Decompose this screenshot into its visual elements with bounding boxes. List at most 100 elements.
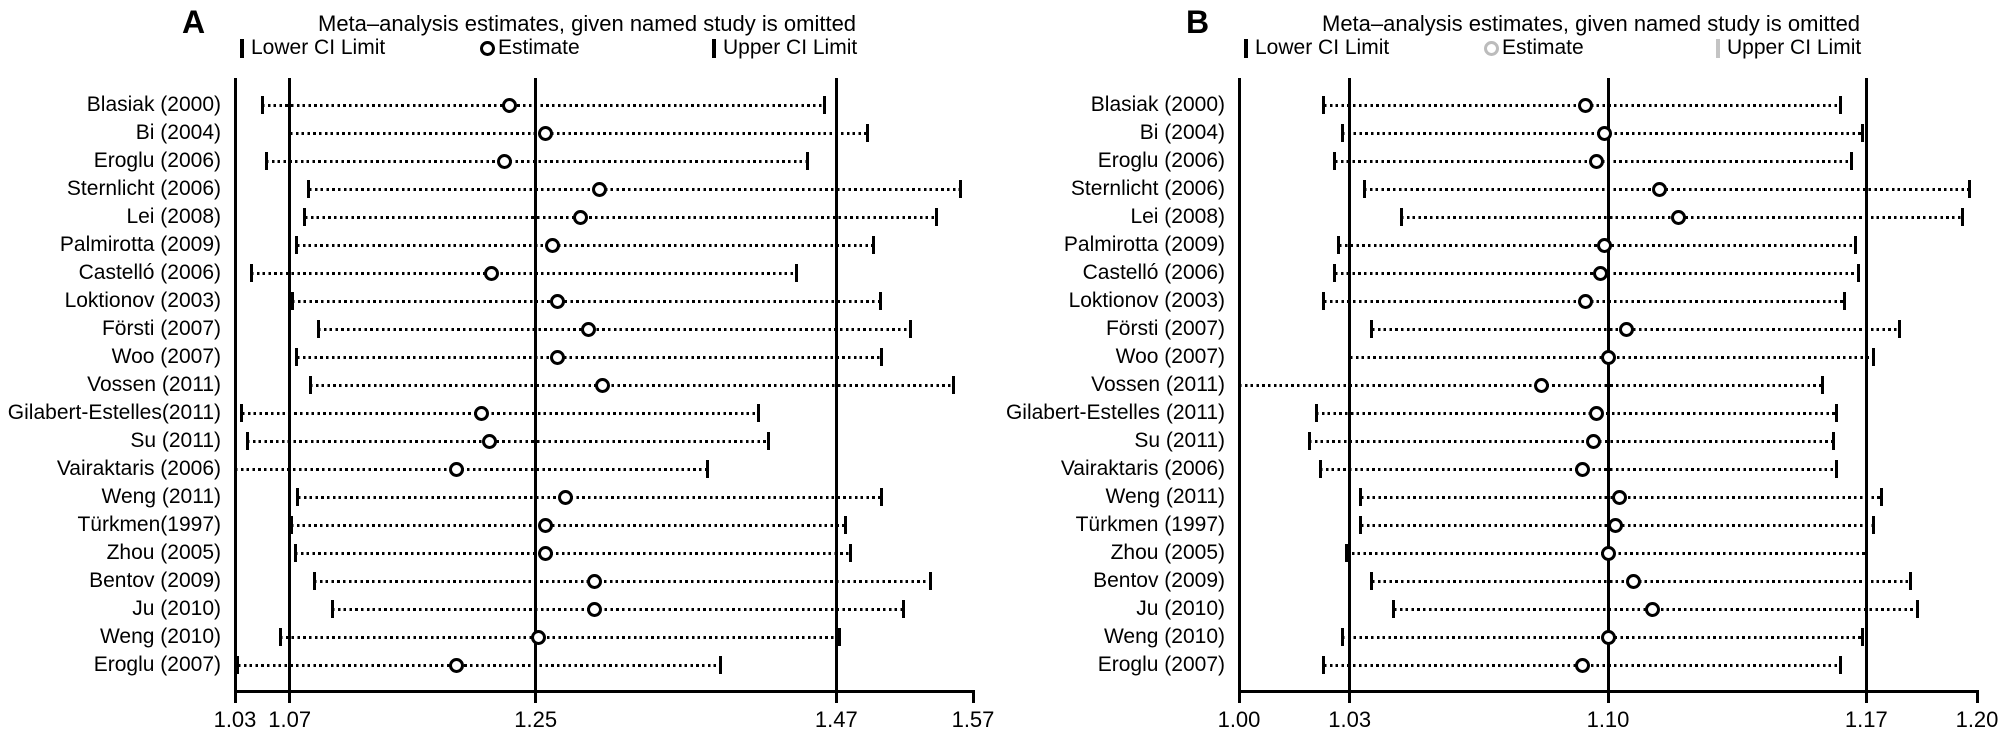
lower-ci-tick <box>1399 208 1403 226</box>
panel-letter: B <box>1186 4 1211 40</box>
upper-ci-tick <box>756 404 760 422</box>
estimate-marker <box>1578 97 1594 113</box>
ci-line <box>235 467 708 471</box>
upper-ci-tick <box>1898 320 1901 338</box>
x-axis-tick <box>534 690 538 703</box>
x-axis-tick <box>1864 690 1868 703</box>
lower-ci-tick <box>290 292 294 310</box>
ci-line <box>304 215 937 219</box>
upper-ci-tick <box>1820 376 1824 394</box>
study-label: Su (2011) <box>130 429 221 452</box>
lower-ci-tick <box>245 432 249 450</box>
upper-ci-tick <box>934 208 938 226</box>
lower-ci-tick <box>1340 628 1344 646</box>
study-label: Eroglu (2006) <box>93 149 221 172</box>
upper-ci-tick <box>1831 432 1835 450</box>
legend: Lower CI Limit Estimate Upper CI Limit <box>0 36 1004 62</box>
lower-ci-tick <box>296 488 300 506</box>
estimate-marker <box>586 601 602 617</box>
lower-ci-tick-icon <box>1244 38 1248 58</box>
lower-ci-tick <box>288 124 292 142</box>
study-label: Vossen (2011) <box>1091 373 1225 396</box>
x-axis-tick-label: 1.17 <box>1844 707 1888 732</box>
estimate-marker <box>573 209 589 225</box>
lower-ci-tick <box>1370 320 1374 338</box>
estimate-marker <box>537 545 553 561</box>
upper-ci-tick <box>879 348 883 366</box>
study-label: Weng (2010) <box>99 625 221 648</box>
lower-ci-tick <box>1348 348 1352 366</box>
upper-ci-tick <box>1960 208 1964 226</box>
lower-ci-tick <box>1359 488 1363 506</box>
upper-ci-tick <box>848 544 852 562</box>
ci-line <box>289 131 868 135</box>
ci-line <box>1364 187 1970 191</box>
lower-ci-tick <box>1337 236 1341 254</box>
lower-ci-tick <box>1307 432 1311 450</box>
lower-ci-tick <box>240 404 244 422</box>
study-label: Loktionov (2003) <box>1068 289 1225 312</box>
estimate-marker <box>1589 153 1605 169</box>
estimate-circle-icon <box>1484 40 1499 56</box>
legend-item-estimate: Estimate <box>480 36 580 60</box>
study-label: Gilabert-Estelles(2011) <box>7 401 221 424</box>
upper-ci-tick <box>866 124 870 142</box>
upper-ci-tick <box>1838 96 1842 114</box>
lower-ci-tick <box>260 96 264 114</box>
study-labels: Blasiak (2000) Bi (2004) Eroglu (2006) Ster… <box>1004 0 1233 731</box>
upper-ci-tick <box>718 656 722 674</box>
estimate-marker <box>1585 433 1601 449</box>
study-label: Woo (2007) <box>1115 345 1225 368</box>
study-label: Försti (2007) <box>1105 317 1225 340</box>
legend-label-lower: Lower CI Limit <box>251 36 386 59</box>
ci-line <box>237 663 721 667</box>
upper-ci-tick <box>1835 460 1839 478</box>
x-axis-tick-label: 1.47 <box>814 707 858 732</box>
y-axis-line <box>233 78 237 693</box>
estimate-marker <box>1578 293 1594 309</box>
ci-line <box>292 299 881 303</box>
study-label: Türkmen(1997) <box>77 513 221 536</box>
lower-ci-tick <box>1344 544 1348 562</box>
upper-ci-tick <box>706 460 710 478</box>
study-label: Eroglu (2006) <box>1097 149 1225 172</box>
estimate-marker <box>1611 489 1627 505</box>
ci-line <box>296 355 882 359</box>
lower-ci-tick <box>1322 656 1326 674</box>
lower-ci-tick <box>295 236 298 254</box>
estimate-marker <box>1593 265 1609 281</box>
x-axis-tick-label: 1.25 <box>514 707 558 732</box>
ci-line <box>295 551 850 555</box>
lower-ci-tick <box>1318 460 1322 478</box>
x-axis-tick <box>233 690 237 703</box>
legend-label-lower: Lower CI Limit <box>1255 36 1390 59</box>
lower-ci-tick <box>293 544 297 562</box>
estimate-marker <box>481 433 497 449</box>
ci-line <box>1239 383 1823 387</box>
study-label: Sternlicht (2006) <box>66 177 221 200</box>
x-axis-tick-label: 1.03 <box>1328 707 1372 732</box>
upper-ci-tick <box>901 600 905 618</box>
estimate-marker <box>502 97 518 113</box>
upper-ci-tick <box>822 96 826 114</box>
study-label: Weng (2011) <box>101 485 221 508</box>
ci-line <box>296 243 874 247</box>
upper-ci-tick <box>871 236 875 254</box>
upper-ci-tick <box>1916 600 1920 618</box>
estimate-marker <box>496 153 512 169</box>
ci-line <box>280 635 840 639</box>
x-axis-tick <box>834 690 838 703</box>
x-axis-tick-label: 1.07 <box>268 707 312 732</box>
legend-item-upper-ci: Upper CI Limit <box>1716 36 1861 60</box>
upper-ci-tick <box>929 572 933 590</box>
upper-ci-tick <box>1861 124 1865 142</box>
upper-ci-tick <box>879 488 883 506</box>
x-axis-tick-label: 1.57 <box>951 707 995 732</box>
lower-ci-tick <box>295 348 298 366</box>
ci-line <box>1371 579 1911 583</box>
upper-ci-tick <box>1909 572 1913 590</box>
panel-a: A Meta–analysis estimates, given named s… <box>0 0 1004 732</box>
x-axis-tick <box>1975 690 1979 703</box>
estimate-marker <box>473 405 489 421</box>
upper-ci-tick <box>952 376 956 394</box>
